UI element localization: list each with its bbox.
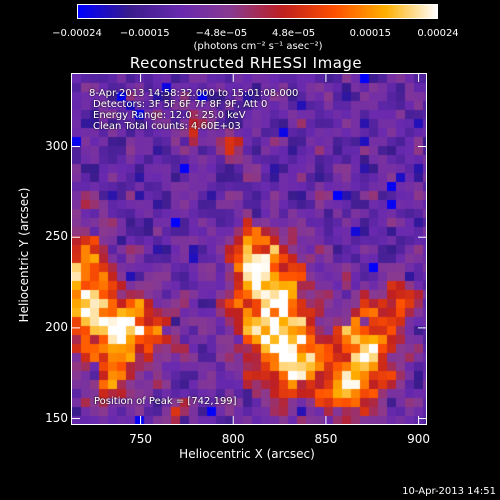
heatmap-plot-area: 8-Apr-2013 14:58:32.000 to 15:01:08.000 … bbox=[71, 73, 427, 425]
footer-timestamp: 10-Apr-2013 14:51 bbox=[402, 486, 496, 497]
y-tick-label: 200 bbox=[45, 319, 68, 334]
clean-counts-text: Clean Total counts: 4.60E+03 bbox=[93, 121, 241, 132]
x-tick-label: 750 bbox=[129, 432, 153, 446]
detectors-text: Detectors: 3F 5F 6F 7F 8F 9F, Att 0 bbox=[93, 99, 268, 110]
colorbar-tick-label: 0.00015 bbox=[349, 28, 391, 39]
y-axis-label: Heliocentric Y (arcsec) bbox=[17, 187, 31, 323]
chart-title: Reconstructed RHESSI Image bbox=[129, 54, 363, 72]
colorbar-tick-label: 0.00024 bbox=[417, 28, 459, 39]
x-tick-label: 900 bbox=[407, 432, 431, 446]
energy-range-text: Energy Range: 12.0 - 25.0 keV bbox=[93, 110, 246, 121]
time-range-text: 8-Apr-2013 14:58:32.000 to 15:01:08.000 bbox=[89, 88, 299, 99]
x-tick-label: 850 bbox=[314, 432, 338, 446]
x-axis-label: Heliocentric X (arcsec) bbox=[179, 447, 315, 461]
colorbar bbox=[77, 4, 438, 19]
colorbar-tick-label: −0.00015 bbox=[119, 28, 170, 39]
y-tick-label: 300 bbox=[45, 138, 68, 153]
y-tick-label: 250 bbox=[45, 229, 68, 244]
y-tick-label: 150 bbox=[45, 410, 68, 425]
colorbar-tick-label: 4.8e−05 bbox=[272, 28, 316, 39]
colorbar-gradient bbox=[78, 5, 437, 18]
colorbar-tick-label: −4.8e−05 bbox=[195, 28, 248, 39]
colorbar-tick-label: −0.00024 bbox=[52, 28, 102, 39]
colorbar-unit-label: (photons cm⁻² s⁻¹ asec⁻²) bbox=[193, 41, 323, 52]
peak-position-text: Position of Peak = [742,199] bbox=[94, 396, 237, 407]
heatmap-image bbox=[72, 74, 426, 424]
x-tick-label: 800 bbox=[221, 432, 245, 446]
